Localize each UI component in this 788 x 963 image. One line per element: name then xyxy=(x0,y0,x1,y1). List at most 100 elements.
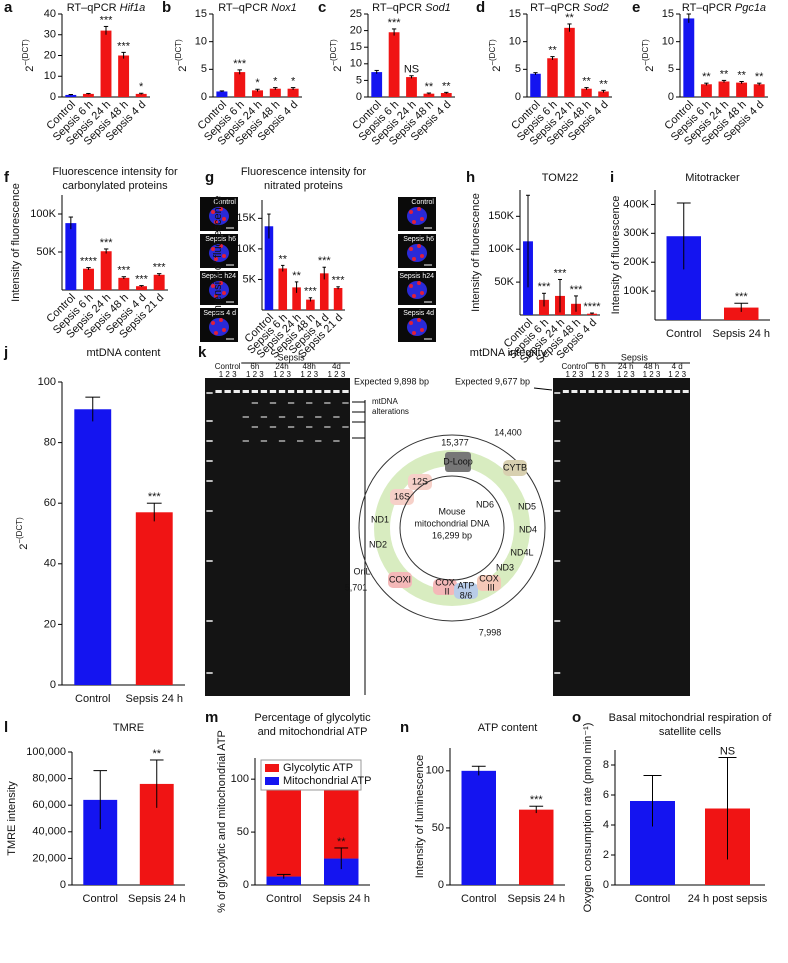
y-axis-label: Intensity of fluorescence xyxy=(610,196,622,315)
stain xyxy=(412,220,416,224)
bar xyxy=(598,91,609,97)
y-label-sup: −(DCT) xyxy=(488,39,497,66)
y-tick-label: 0 xyxy=(60,879,66,891)
bar xyxy=(264,226,274,310)
y-tick-label: 200K xyxy=(623,256,649,268)
gel-band xyxy=(597,390,604,393)
map-label: ND4L xyxy=(510,547,533,557)
map-label: III xyxy=(487,582,495,592)
gel-band xyxy=(269,390,277,393)
chart-title: RT–qPCR Sod2 xyxy=(530,2,609,14)
title-text: RT–qPCR xyxy=(372,2,422,14)
stain xyxy=(214,257,218,261)
y-tick-label: 100 xyxy=(38,376,56,388)
map-label: II xyxy=(444,586,449,596)
chart-title: Fluorescence intensity for xyxy=(52,166,178,178)
expected-label: Expected 9,898 bp xyxy=(354,376,429,386)
y-tick-label: 0 xyxy=(515,91,521,103)
bar xyxy=(136,286,147,290)
gel xyxy=(205,378,350,696)
title-text: RT–qPCR xyxy=(682,2,732,14)
bar xyxy=(440,93,452,97)
significance: * xyxy=(273,75,278,87)
gel-control: Control xyxy=(215,362,241,371)
map-label: 8/6 xyxy=(460,590,473,600)
expected-label: Expected 9,677 bp xyxy=(455,376,530,386)
stain xyxy=(409,284,413,288)
ladder-band xyxy=(206,510,213,512)
stain xyxy=(417,281,421,285)
ladder-band xyxy=(554,420,561,422)
significance: ** xyxy=(425,81,434,93)
stain xyxy=(420,328,424,332)
significance: ** xyxy=(337,836,346,848)
title-gene: Hif1a xyxy=(120,2,146,14)
gel-band xyxy=(324,390,331,393)
bar xyxy=(82,93,94,97)
significance: ** xyxy=(702,71,711,83)
arrow xyxy=(533,387,553,391)
y-tick-label: 10 xyxy=(350,58,362,70)
y-tick-label: 0 xyxy=(668,91,674,103)
ladder-band xyxy=(554,460,561,462)
bar xyxy=(581,88,592,97)
panel-letter: i xyxy=(610,169,614,186)
map-label: ND4 xyxy=(519,524,537,534)
chart-title: RT–qPCR Pgc1a xyxy=(682,2,766,14)
stain xyxy=(214,331,218,335)
significance: ** xyxy=(292,270,301,282)
y-tick-label: 0 xyxy=(243,879,249,891)
bar xyxy=(539,299,549,315)
y-label-text: Intensity of luminescence xyxy=(414,755,426,879)
y-label-base: 2 xyxy=(177,66,189,72)
image-label: Sepsis 4d xyxy=(403,310,434,317)
x-tick-label: Control xyxy=(635,893,670,905)
significance: ** xyxy=(737,69,746,81)
stain xyxy=(222,291,226,295)
y-tick-label: 20 xyxy=(350,25,362,37)
significance: ** xyxy=(582,75,591,87)
y-axis-label: 2−(DCT) xyxy=(174,39,189,72)
significance: ** xyxy=(442,80,451,92)
gel-time: 48 h xyxy=(644,362,660,371)
gel-band xyxy=(278,390,286,393)
stain xyxy=(214,220,218,224)
x-tick-label: Control xyxy=(83,893,118,905)
map-label: CYTB xyxy=(503,462,527,472)
bar xyxy=(547,58,558,97)
y-label-base: 2 xyxy=(491,66,503,72)
gel-band xyxy=(315,390,322,393)
gel-time: 24 h xyxy=(618,362,634,371)
significance: **** xyxy=(80,255,98,267)
y-label-base: 2 xyxy=(24,66,36,72)
legend-swatch xyxy=(265,777,279,785)
map-inner xyxy=(399,475,505,581)
title-text: RT–qPCR xyxy=(530,2,580,14)
gel-band xyxy=(306,426,313,428)
y-axis-label: 2−(DCT) xyxy=(15,517,30,550)
map-label: 12S xyxy=(412,476,428,486)
significance: *** xyxy=(135,273,149,285)
bar-segment xyxy=(266,876,301,885)
significance: ** xyxy=(548,45,557,57)
ladder-band xyxy=(206,420,213,422)
y-tick-label: 60 xyxy=(44,497,56,509)
ladder-band xyxy=(206,672,213,674)
gel-band xyxy=(579,390,586,393)
stain xyxy=(219,318,223,322)
image-label: Sepsis h24 xyxy=(399,273,434,280)
gel-band xyxy=(306,390,313,393)
gel-band xyxy=(296,390,304,393)
significance: *** xyxy=(117,40,131,52)
panel-letter: m xyxy=(205,709,218,726)
significance: ** xyxy=(755,71,764,83)
bar xyxy=(388,32,400,98)
bar xyxy=(683,18,695,97)
y-tick-label: 60,000 xyxy=(32,799,66,811)
lane-numbers: 1 2 3 xyxy=(566,370,584,379)
map-label: mitochondrial DNA xyxy=(414,518,489,528)
y-tick-label: 10 xyxy=(662,36,674,48)
map-label: 14,400 xyxy=(494,427,522,437)
gel-band xyxy=(333,416,340,418)
y-tick-label: 100K xyxy=(30,208,56,220)
